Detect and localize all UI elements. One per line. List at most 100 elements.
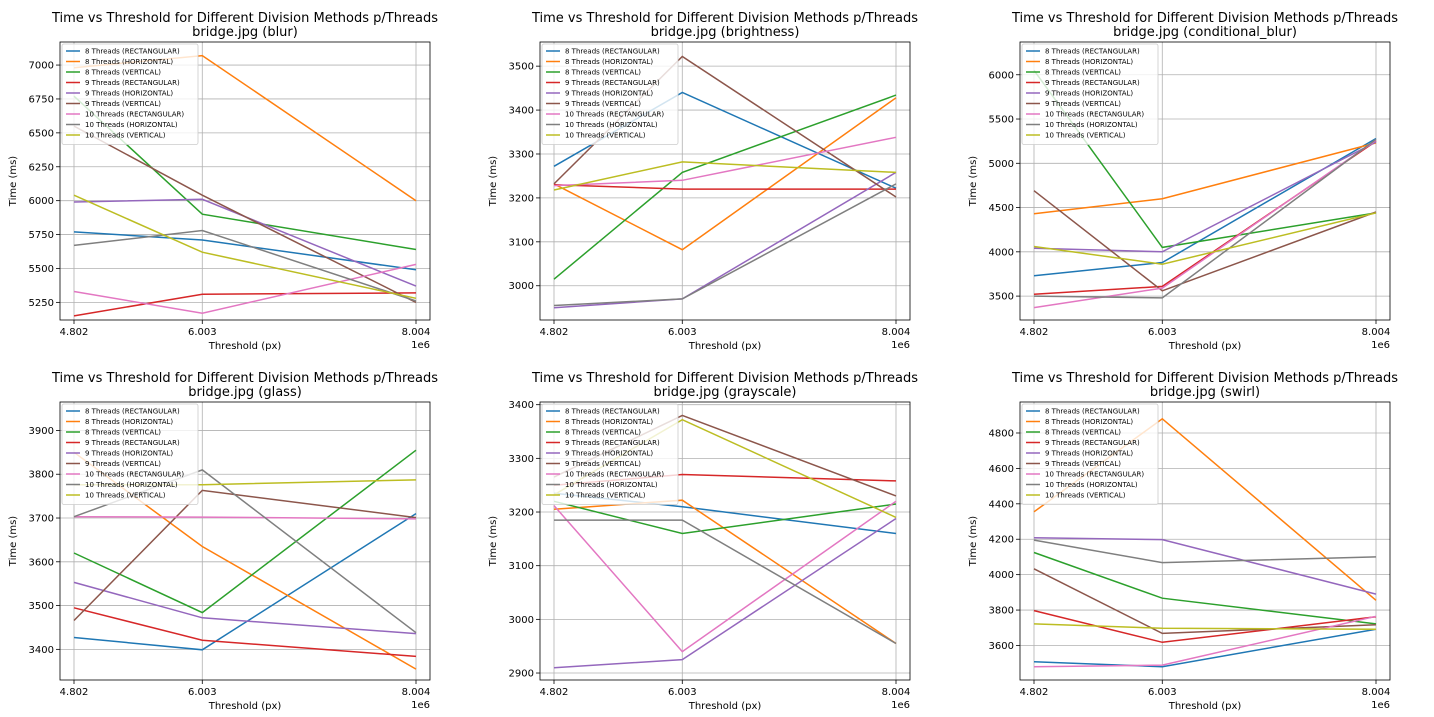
chart-title: Time vs Threshold for Different Division…: [1011, 11, 1398, 26]
y-tick-label: 3100: [509, 237, 534, 248]
legend-entry: 8 Threads (VERTICAL): [1045, 69, 1121, 77]
series-line: [553, 136, 897, 187]
y-tick-label: 2900: [509, 669, 534, 680]
series-line: [73, 607, 417, 658]
legend-entry: 10 Threads (RECTANGULAR): [565, 111, 664, 119]
y-tick-label: 3700: [29, 514, 54, 525]
x-tick-label: 4.802: [60, 327, 89, 338]
x-offset-label: 1e6: [891, 700, 910, 711]
chart-panel: Time vs Threshold for Different Division…: [488, 11, 918, 352]
y-tick-label: 6250: [29, 162, 54, 173]
chart-panel: Time vs Threshold for Different Division…: [488, 371, 918, 712]
y-tick-label: 3300: [509, 454, 534, 465]
series-line: [1033, 138, 1377, 299]
series-line: [553, 183, 897, 307]
legend-entry: 10 Threads (HORIZONTAL): [565, 121, 658, 129]
legend-entry: 10 Threads (HORIZONTAL): [1045, 481, 1138, 489]
axes-frame: [1019, 401, 1391, 681]
series-line: [1033, 537, 1377, 595]
series-line: [73, 292, 417, 317]
y-tick-label: 6500: [29, 128, 54, 139]
y-tick-label: 3300: [509, 149, 534, 160]
series-line: [553, 97, 897, 251]
chart-title: Time vs Threshold for Different Division…: [531, 371, 918, 386]
series-line: [553, 171, 897, 309]
series-line: [1033, 628, 1377, 668]
y-tick-label: 3900: [29, 426, 54, 437]
legend-entry: 8 Threads (HORIZONTAL): [1045, 418, 1133, 426]
chart-subtitle: bridge.jpg (glass): [188, 385, 302, 400]
legend-entry: 9 Threads (HORIZONTAL): [85, 450, 173, 458]
y-tick-label: 5500: [29, 264, 54, 275]
legend-entry: 10 Threads (RECTANGULAR): [1045, 111, 1144, 119]
series-line: [1033, 212, 1377, 265]
x-tick-label: 4.802: [60, 687, 89, 698]
legend-box: [61, 403, 199, 505]
legend-entry: 10 Threads (VERTICAL): [1045, 492, 1126, 500]
series-line: [1033, 139, 1377, 309]
series-line: [1033, 609, 1377, 644]
series-line: [73, 449, 417, 614]
x-tick-label: 6.003: [1148, 687, 1177, 698]
series-line: [1033, 551, 1377, 625]
series-line: [1033, 615, 1377, 668]
legend: 8 Threads (RECTANGULAR) 8 Threads (HORIZO…: [541, 403, 679, 505]
legend-entry: 10 Threads (RECTANGULAR): [85, 111, 184, 119]
x-axis-label: Threshold (px): [208, 701, 282, 712]
y-axis-label: Time (ms): [968, 516, 979, 568]
series-line: [1033, 141, 1377, 253]
legend: 8 Threads (RECTANGULAR) 8 Threads (HORIZO…: [541, 43, 679, 145]
legend-entry: 8 Threads (RECTANGULAR): [565, 48, 660, 56]
y-tick-label: 5250: [29, 298, 54, 309]
legend-entry: 8 Threads (RECTANGULAR): [1045, 408, 1140, 416]
x-axis-label: Threshold (px): [1168, 701, 1242, 712]
series-line: [73, 198, 417, 287]
legend-entry: 10 Threads (HORIZONTAL): [1045, 121, 1138, 129]
legend-entry: 9 Threads (RECTANGULAR): [1045, 439, 1140, 447]
legend-entry: 10 Threads (HORIZONTAL): [85, 121, 178, 129]
legend-entry: 10 Threads (VERTICAL): [565, 492, 646, 500]
y-tick-label: 3500: [509, 62, 534, 73]
legend-entry: 10 Threads (VERTICAL): [85, 132, 166, 140]
chart-subtitle: bridge.jpg (brightness): [651, 25, 800, 40]
x-offset-label: 1e6: [411, 700, 430, 711]
x-tick-label: 4.802: [1020, 687, 1049, 698]
y-tick-label: 4400: [989, 499, 1014, 510]
y-tick-label: 3500: [29, 601, 54, 612]
legend-entry: 9 Threads (VERTICAL): [85, 460, 161, 468]
series-line: [553, 517, 897, 669]
legend-entry: 8 Threads (HORIZONTAL): [1045, 58, 1133, 66]
series-line: [73, 231, 417, 271]
legend-entry: 9 Threads (VERTICAL): [565, 460, 641, 468]
series-line: [1033, 137, 1377, 277]
y-tick-label: 4500: [989, 203, 1014, 214]
series-line: [1033, 140, 1377, 296]
x-tick-label: 8.004: [402, 687, 431, 698]
x-tick-label: 8.004: [882, 327, 911, 338]
series-line: [1033, 568, 1377, 635]
series-line: [1033, 539, 1377, 564]
legend: 8 Threads (RECTANGULAR) 8 Threads (HORIZO…: [1021, 43, 1159, 145]
x-tick-label: 6.003: [668, 687, 697, 698]
legend-entry: 10 Threads (RECTANGULAR): [85, 471, 184, 479]
chart-subtitle: bridge.jpg (swirl): [1150, 385, 1260, 400]
legend-entry: 9 Threads (RECTANGULAR): [85, 439, 180, 447]
chart-subtitle: bridge.jpg (grayscale): [654, 385, 797, 400]
y-tick-label: 3000: [509, 281, 534, 292]
legend-entry: 9 Threads (HORIZONTAL): [1045, 90, 1133, 98]
legend-entry: 8 Threads (VERTICAL): [565, 69, 641, 77]
legend-entry: 9 Threads (RECTANGULAR): [565, 79, 660, 87]
y-tick-label: 3200: [509, 193, 534, 204]
legend-entry: 8 Threads (HORIZONTAL): [565, 418, 653, 426]
chart-subtitle: bridge.jpg (blur): [192, 25, 298, 40]
x-tick-label: 4.802: [540, 327, 569, 338]
y-axis-label: Time (ms): [8, 516, 19, 568]
legend-entry: 9 Threads (RECTANGULAR): [85, 79, 180, 87]
y-tick-label: 6000: [29, 196, 54, 207]
y-axis-label: Time (ms): [488, 156, 499, 208]
chart-title: Time vs Threshold for Different Division…: [51, 11, 438, 26]
series-line: [73, 581, 417, 635]
legend-entry: 9 Threads (RECTANGULAR): [565, 439, 660, 447]
series-line: [73, 489, 417, 622]
legend-entry: 10 Threads (VERTICAL): [565, 132, 646, 140]
